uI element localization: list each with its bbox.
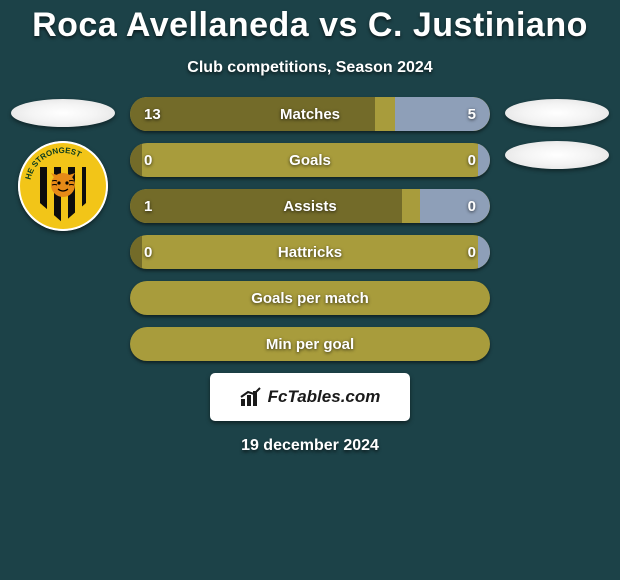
subtitle: Club competitions, Season 2024	[187, 59, 432, 77]
stat-value-right: 0	[468, 235, 476, 269]
stats-column: Matches135Goals00Assists10Hattricks00Goa…	[130, 97, 490, 361]
brand-text: FcTables.com	[268, 387, 381, 407]
stat-value-left: 0	[144, 143, 152, 177]
stat-bar-matches: Matches13 5	[130, 97, 490, 131]
stat-bar-goals: Goals0 0	[130, 143, 490, 177]
full-bar-min-per-goal: Min per goal	[130, 327, 490, 361]
brand-pill[interactable]: FcTables.com	[210, 373, 410, 421]
country-flag-right-placeholder	[505, 99, 609, 127]
stat-label: Assists	[130, 189, 490, 223]
infographic-root: Roca Avellaneda vs C. Justiniano Club co…	[0, 0, 620, 580]
stat-value-left: 0	[144, 235, 152, 269]
stat-label: Matches	[130, 97, 490, 131]
chart-icon	[240, 387, 262, 407]
page-title: Roca Avellaneda vs C. Justiniano	[32, 6, 588, 45]
stat-label: Hattricks	[130, 235, 490, 269]
club-badge-left: HE STRONGEST	[18, 141, 108, 231]
club-badge-right-placeholder	[505, 141, 609, 169]
stat-value-right: 5	[468, 97, 476, 131]
stat-value-left: 1	[144, 189, 152, 223]
stat-value-right: 0	[468, 143, 476, 177]
team-right-col	[502, 97, 612, 169]
country-flag-left-placeholder	[11, 99, 115, 127]
full-bar-goals-per-match: Goals per match	[130, 281, 490, 315]
stat-label: Goals	[130, 143, 490, 177]
team-left-col: HE STRONGEST	[8, 97, 118, 231]
stat-value-left: 13	[144, 97, 161, 131]
stat-bar-assists: Assists1 0	[130, 189, 490, 223]
stat-value-right: 0	[468, 189, 476, 223]
date-text: 19 december 2024	[241, 437, 379, 455]
stat-bar-hattricks: Hattricks0 0	[130, 235, 490, 269]
main-row: HE STRONGEST	[0, 97, 620, 361]
